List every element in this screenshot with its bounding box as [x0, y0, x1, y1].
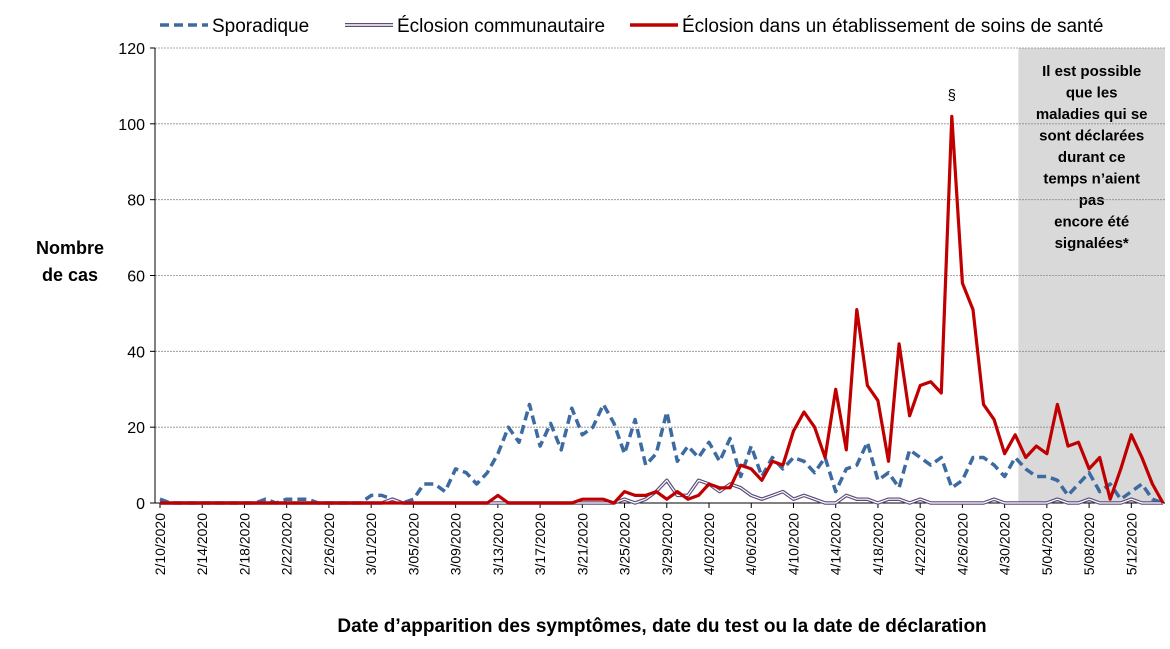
shaded-note: que les	[1066, 85, 1118, 102]
y-tick-label: 0	[136, 496, 145, 513]
shaded-note: durant ce	[1058, 149, 1126, 166]
y-tick-label: 100	[118, 117, 145, 134]
x-tick-label: 2/22/2020	[279, 513, 295, 575]
x-tick-label: 5/08/2020	[1081, 513, 1097, 575]
x-tick-label: 3/17/2020	[532, 513, 548, 575]
y-tick-label: 20	[127, 420, 145, 437]
x-tick-label: 4/10/2020	[785, 513, 801, 575]
x-tick-label: 4/14/2020	[828, 513, 844, 575]
y-tick-label: 40	[127, 344, 145, 361]
y-tick-label: 120	[118, 41, 145, 58]
series-line	[160, 114, 1165, 505]
x-tick-label: 4/26/2020	[954, 513, 970, 575]
y-axis-title: Nombre	[36, 238, 104, 258]
x-tick-label: 2/10/2020	[152, 513, 168, 575]
x-axis-title: Date d’apparition des symptômes, date du…	[337, 616, 986, 637]
x-tick-label: 4/30/2020	[997, 513, 1013, 575]
x-tick-label: 3/09/2020	[448, 513, 464, 575]
x-tick-label: 3/21/2020	[574, 513, 590, 575]
x-tick-label: 3/05/2020	[405, 513, 421, 575]
shaded-note: sont déclarées	[1039, 128, 1144, 145]
annotation: §	[948, 87, 956, 104]
x-tick-label: 4/06/2020	[743, 513, 759, 575]
shaded-note: encore été	[1054, 214, 1129, 231]
x-tick-label: 3/29/2020	[659, 513, 675, 575]
x-tick-label: 4/22/2020	[912, 513, 928, 575]
y-axis-title: de cas	[42, 265, 98, 285]
x-tick-label: 4/18/2020	[870, 513, 886, 575]
x-tick-label: 5/12/2020	[1123, 513, 1139, 575]
x-tick-label: 2/14/2020	[194, 513, 210, 575]
x-tick-label: 2/18/2020	[236, 513, 252, 575]
x-tick-label: 5/04/2020	[1039, 513, 1055, 575]
shaded-note: Il est possible	[1042, 63, 1141, 80]
x-tick-label: 2/26/2020	[321, 513, 337, 575]
x-tick-label: 3/01/2020	[363, 513, 379, 575]
x-tick-label: 4/02/2020	[701, 513, 717, 575]
y-tick-label: 60	[127, 269, 145, 286]
shaded-note: maladies qui se	[1036, 106, 1148, 123]
shaded-note: signalées*	[1055, 235, 1129, 252]
series-line	[160, 478, 1163, 505]
shaded-note: temps n’aient	[1043, 171, 1140, 188]
shaded-note: pas	[1079, 192, 1105, 209]
x-tick-label: 3/13/2020	[490, 513, 506, 575]
legend-label: Sporadique	[212, 16, 309, 37]
y-tick-label: 80	[127, 193, 145, 210]
x-tick-label: 3/25/2020	[617, 513, 633, 575]
legend-label: Éclosion dans un établissement de soins …	[682, 16, 1103, 37]
legend-label: Éclosion communautaire	[397, 16, 605, 37]
